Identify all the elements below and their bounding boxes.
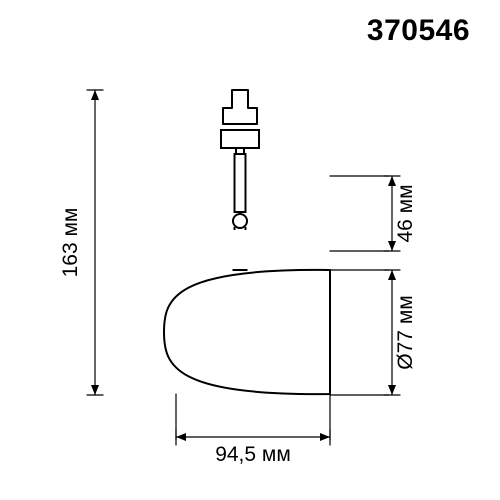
dimension-label: 94,5 мм xyxy=(215,443,291,466)
dimension-label: 163 мм xyxy=(59,208,82,278)
technical-drawing: 163 мм 94,5 мм 46 мм Ø77 мм xyxy=(0,0,500,500)
dimension-label: 46 мм xyxy=(394,184,417,242)
sku-code: 370546 xyxy=(367,14,470,48)
dimension-label: Ø77 мм xyxy=(394,295,417,369)
